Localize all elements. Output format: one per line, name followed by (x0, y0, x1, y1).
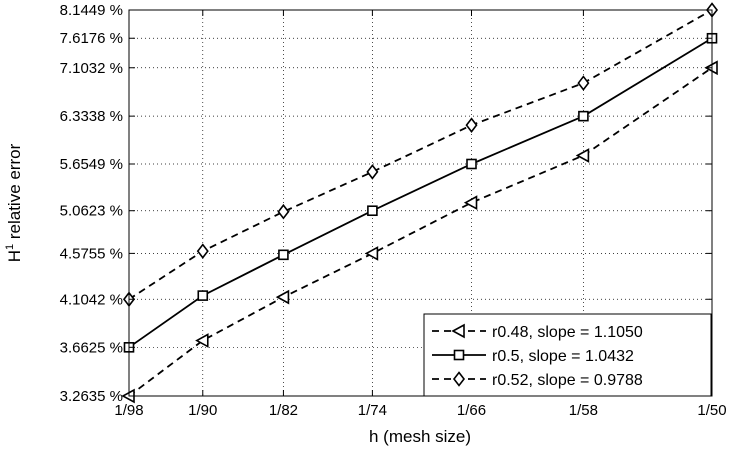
y-axis-label: H1 relative error (4, 143, 24, 262)
data-point-diamond (577, 75, 590, 91)
legend-entry: r0.52, slope = 0.9788 (432, 371, 643, 389)
y-axis-label-base: H (5, 250, 24, 262)
y-tick-label: 3.2635 % (60, 388, 123, 405)
legend-label: r0.5, slope = 1.0432 (492, 348, 634, 365)
data-point-square (278, 249, 289, 261)
y-tick-label: 5.6549 % (60, 156, 123, 173)
y-tick-label: 4.1042 % (60, 291, 123, 308)
x-tick-label: 1/74 (358, 402, 387, 419)
data-point-triangle (451, 323, 465, 339)
x-tick-label: 1/90 (188, 402, 217, 419)
y-tick-label: 3.6625 % (60, 339, 123, 356)
x-axis: 1/98 1/90 1/82 1/74 1/66 1/58 1/50 (114, 10, 727, 419)
series-3 (122, 2, 719, 308)
legend-entry: r0.5, slope = 1.0432 (432, 348, 634, 365)
data-point-square (466, 158, 477, 170)
y-axis-label-superscript: 1 (4, 244, 16, 250)
data-point-square (197, 290, 209, 301)
data-point-square (578, 110, 589, 122)
data-point-triangle (195, 333, 209, 348)
data-point-diamond (452, 371, 466, 387)
y-tick-label: 7.6176 % (60, 30, 123, 47)
data-point-triangle (463, 195, 478, 210)
y-tick-label: 8.1449 % (60, 2, 123, 19)
data-point-square (453, 349, 465, 361)
x-tick-label: 1/98 (114, 402, 143, 419)
legend: r0.48, slope = 1.1050 r0.5, slope = 1.043… (423, 313, 712, 397)
y-axis: 3.2635 % 3.6625 % 4.1042 % 4.5755 % 5.0623 %… (60, 2, 712, 405)
data-point-diamond (465, 117, 478, 133)
x-tick-label: 1/58 (569, 402, 598, 419)
data-point-diamond (366, 164, 379, 180)
data-point-triangle (275, 289, 290, 305)
data-point-diamond (277, 203, 290, 220)
data-point-triangle (575, 148, 590, 163)
y-tick-label: 5.0623 % (60, 203, 123, 220)
x-tick-label: 1/82 (269, 402, 298, 419)
x-axis-label: h (mesh size) (369, 427, 471, 446)
y-tick-label: 4.5755 % (60, 245, 123, 262)
data-point-square (367, 205, 378, 217)
y-tick-label: 6.3338 % (60, 108, 123, 125)
y-axis-label-rest: relative error (5, 143, 24, 243)
legend-entry: r0.48, slope = 1.1050 (432, 323, 643, 341)
legend-label: r0.48, slope = 1.1050 (492, 324, 643, 341)
data-point-diamond (196, 243, 209, 259)
x-tick-label: 1/50 (697, 402, 726, 419)
series-1 (121, 60, 718, 404)
data-point-triangle (364, 246, 379, 261)
x-tick-label: 1/66 (457, 402, 486, 419)
plot-frame (128, 9, 713, 397)
legend-label: r0.52, slope = 0.9788 (492, 372, 643, 389)
y-tick-label: 7.1032 % (60, 60, 123, 77)
